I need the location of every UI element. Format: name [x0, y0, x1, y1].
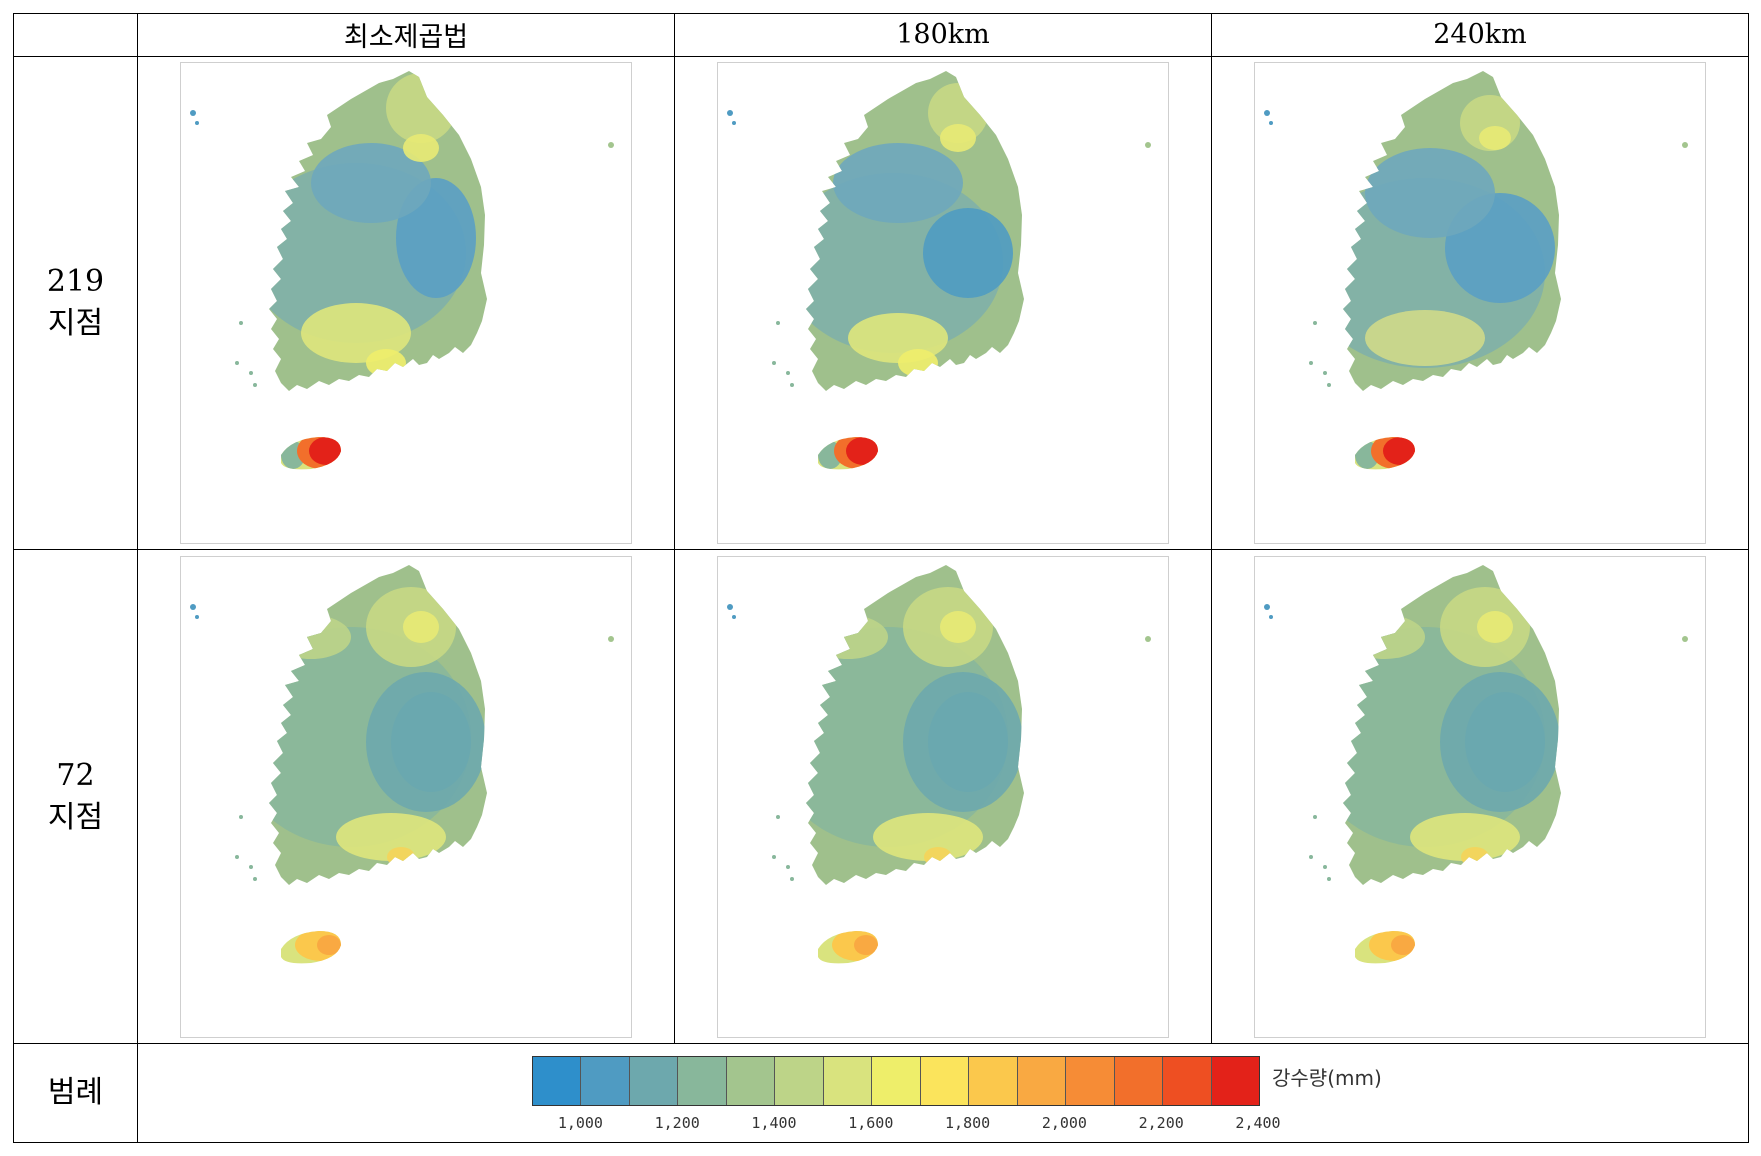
- column-header-240km: 240km: [1211, 13, 1749, 57]
- island-marker: [790, 876, 794, 881]
- row-label-text: 지점: [47, 799, 104, 835]
- map-cell: [137, 55, 675, 551]
- precipitation-map: [717, 555, 1169, 1038]
- legend-tick-label: 1,800: [945, 1113, 991, 1132]
- island-marker: [1323, 864, 1327, 869]
- map-cell: [674, 549, 1212, 1044]
- island-marker: [732, 121, 736, 126]
- row-label-number: 72: [56, 757, 95, 793]
- island-marker: [727, 603, 733, 610]
- legend-tick-label: 1,000: [557, 1113, 603, 1132]
- legend-tick-label: 2,000: [1041, 1113, 1087, 1132]
- island-marker: [239, 321, 243, 326]
- legend-swatch: [1066, 1056, 1115, 1105]
- island-marker: [1313, 321, 1317, 326]
- map-cell: [1211, 55, 1749, 551]
- legend-tick-label: 1,400: [751, 1113, 797, 1132]
- legend-swatch: [533, 1056, 582, 1105]
- island-marker: [776, 814, 780, 819]
- korea-map-svg: [1264, 71, 1688, 470]
- legend-title: 강수량(mm): [1272, 1065, 1382, 1090]
- island-marker: [249, 371, 253, 376]
- island-marker: [1309, 854, 1313, 859]
- legend-swatch: [1017, 1056, 1067, 1105]
- korea-map-svg: [190, 564, 614, 964]
- korea-map-svg: [190, 71, 614, 470]
- island-marker: [253, 876, 257, 881]
- legend-swatch: [872, 1056, 921, 1105]
- island-marker: [786, 371, 790, 376]
- precipitation-map: [180, 62, 632, 545]
- legend-tick-label: 1,600: [848, 1113, 894, 1132]
- island-marker: [1145, 142, 1151, 149]
- precipitation-map: [1254, 62, 1706, 545]
- island-marker: [190, 603, 196, 610]
- island-marker: [1682, 635, 1688, 642]
- row-label-text: 지점: [47, 306, 104, 342]
- precipitation-map: [180, 555, 632, 1038]
- map-cell: [1211, 549, 1749, 1044]
- row-label-72: 72 지점: [13, 549, 138, 1044]
- legend-swatch: [581, 1056, 630, 1105]
- island-marker: [253, 383, 257, 388]
- map-cell: [137, 549, 675, 1044]
- korea-map-svg: [1264, 564, 1688, 964]
- island-marker: [1313, 814, 1317, 819]
- legend-tick-label: 2,200: [1138, 1113, 1184, 1132]
- korea-map-svg: [727, 564, 1151, 964]
- legend-swatch: [1163, 1056, 1212, 1105]
- legend-swatch: [726, 1056, 776, 1105]
- island-marker: [239, 814, 243, 819]
- row-label-219: 219 지점: [13, 55, 138, 551]
- island-marker: [1269, 121, 1273, 126]
- island-marker: [235, 361, 239, 366]
- island-marker: [1145, 635, 1151, 642]
- row-label-number: 219: [46, 264, 105, 300]
- island-marker: [1264, 603, 1270, 610]
- island-marker: [772, 854, 776, 859]
- map-cell: [674, 55, 1212, 551]
- island-marker: [1269, 614, 1273, 619]
- island-marker: [786, 864, 790, 869]
- island-marker: [1323, 371, 1327, 376]
- island-marker: [1327, 383, 1331, 388]
- island-marker: [195, 614, 199, 619]
- island-marker: [1682, 142, 1688, 149]
- legend-tick-label: 1,200: [654, 1113, 700, 1132]
- island-marker: [1327, 876, 1331, 881]
- island-marker: [235, 854, 239, 859]
- legend-swatch: [1114, 1056, 1164, 1105]
- island-marker: [732, 614, 736, 619]
- legend-swatch: [775, 1056, 824, 1105]
- legend-swatch: [1211, 1056, 1260, 1105]
- corner-cell: [13, 13, 138, 57]
- legend-color-bar: [532, 1055, 1260, 1106]
- column-header-180km: 180km: [674, 13, 1212, 57]
- korea-map-svg: [727, 71, 1151, 470]
- precipitation-map: [717, 62, 1169, 545]
- legend-row-label: 범례: [13, 1042, 138, 1144]
- island-marker: [608, 635, 614, 642]
- precipitation-map: [1254, 555, 1706, 1038]
- column-header-least-squares: 최소제곱법: [137, 13, 675, 57]
- island-marker: [1309, 361, 1313, 366]
- island-marker: [1264, 110, 1270, 117]
- legend-swatch: [920, 1056, 970, 1105]
- legend-swatch: [629, 1056, 679, 1105]
- legend-swatch: [678, 1056, 727, 1105]
- island-marker: [776, 321, 780, 326]
- island-marker: [772, 361, 776, 366]
- island-marker: [790, 383, 794, 388]
- comparison-table: 최소제곱법 180km 240km 219 지점 72 지점 범례 강수량(mm…: [13, 13, 1749, 1144]
- island-marker: [727, 110, 733, 117]
- island-marker: [190, 110, 196, 117]
- legend-tick-label: 2,400: [1235, 1113, 1281, 1132]
- island-marker: [608, 142, 614, 149]
- legend-swatch: [969, 1056, 1018, 1105]
- island-marker: [195, 121, 199, 126]
- legend-cell: 강수량(mm) 1,000 1,200 1,400 1,600 1,800 2,000 2,…: [137, 1042, 1749, 1144]
- legend-swatch: [823, 1056, 873, 1105]
- island-marker: [249, 864, 253, 869]
